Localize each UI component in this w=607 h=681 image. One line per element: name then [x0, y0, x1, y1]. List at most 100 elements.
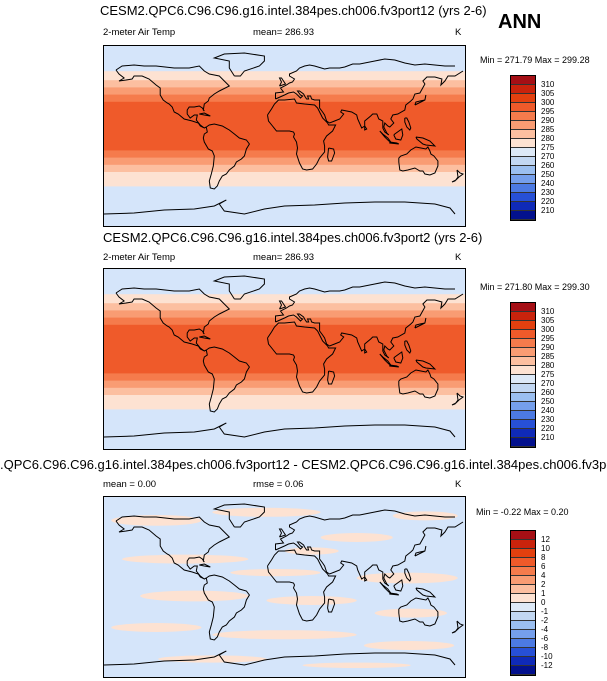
colorbar-tick-label: 210	[541, 206, 555, 215]
colorbar-swatch	[511, 321, 535, 330]
colorbar-tick-label: 280	[541, 134, 555, 143]
colorbar-tick-label: 285	[541, 352, 555, 361]
panel1-map	[103, 45, 466, 227]
colorbar-swatch	[511, 402, 535, 411]
colorbar-swatch	[511, 139, 535, 148]
panel2-map	[103, 268, 466, 450]
colorbar-swatch	[511, 375, 535, 384]
colorbar-tick-label: 295	[541, 334, 555, 343]
colorbar-swatch	[511, 76, 535, 85]
colorbar-swatch	[511, 531, 535, 540]
colorbar-tick-label: 2	[541, 580, 546, 589]
colorbar-tick-label: -4	[541, 625, 549, 634]
colorbar-swatch	[511, 303, 535, 312]
colorbar-swatch	[511, 175, 535, 184]
colorbar-swatch	[511, 576, 535, 585]
colorbar-tick-label: 270	[541, 152, 555, 161]
colorbar-swatch	[511, 94, 535, 103]
panel3-rmse-label: rmse = 0.06	[253, 479, 304, 490]
colorbar-swatch	[511, 393, 535, 402]
colorbar-swatch	[511, 148, 535, 157]
colorbar-tick-label: 285	[541, 125, 555, 134]
colorbar-tick-label: 220	[541, 197, 555, 206]
colorbar-swatch	[511, 612, 535, 621]
colorbar-swatch	[511, 348, 535, 357]
colorbar-tick-label: -1	[541, 607, 549, 616]
colorbar-tick-label: 310	[541, 307, 555, 316]
colorbar-swatch	[511, 594, 535, 603]
panel2-variable-label: 2-meter Air Temp	[103, 252, 176, 263]
colorbar-swatch	[511, 357, 535, 366]
panel1-units-label: K	[455, 27, 462, 38]
colorbar-swatch	[511, 657, 535, 666]
colorbar-swatch	[511, 648, 535, 657]
colorbar-tick-label: 6	[541, 562, 546, 571]
colorbar-tick-label: 250	[541, 170, 555, 179]
colorbar-swatch	[511, 420, 535, 429]
panel2-title: CESM2.QPC6.C96.C96.g16.intel.384pes.ch00…	[103, 230, 483, 245]
colorbar-swatch	[511, 585, 535, 594]
colorbar-swatch	[511, 366, 535, 375]
colorbar-swatch	[511, 429, 535, 438]
colorbar-tick-label: 290	[541, 343, 555, 352]
colorbar-tick-label: 0	[541, 598, 546, 607]
colorbar-tick-label: 10	[541, 544, 550, 553]
colorbar-swatch	[511, 166, 535, 175]
colorbar-tick-label: 240	[541, 406, 555, 415]
colorbar-tick-label: 275	[541, 370, 555, 379]
colorbar-swatch	[511, 157, 535, 166]
colorbar-tick-label: -6	[541, 634, 549, 643]
colorbar-tick-label: 300	[541, 325, 555, 334]
colorbar-tick-label: 250	[541, 397, 555, 406]
panel2-units-label: K	[455, 252, 462, 263]
colorbar-tick-label: 280	[541, 361, 555, 370]
colorbar-swatch	[511, 666, 535, 675]
colorbar-swatch	[511, 112, 535, 121]
colorbar-swatch	[511, 438, 535, 447]
colorbar-swatch	[511, 558, 535, 567]
colorbar-swatch	[511, 621, 535, 630]
colorbar-swatch	[511, 384, 535, 393]
colorbar-swatch	[511, 103, 535, 112]
panel3-colorbar: 12 10 8 6 4 2 1 0 -1 -2 -4 -6 -8 -10 -12	[510, 530, 553, 676]
colorbar-tick-label: 260	[541, 388, 555, 397]
panel3-units-label: K	[455, 479, 462, 490]
colorbar-swatch	[511, 549, 535, 558]
panel1-colorbar: 310 305 300 295 290 285 280 275 270 260 250 240 230 2…	[510, 75, 554, 221]
colorbar-tick-label: 260	[541, 161, 555, 170]
colorbar-swatch	[511, 211, 535, 220]
colorbar-tick-label: -2	[541, 616, 549, 625]
colorbar-swatch	[511, 603, 535, 612]
panel3-minmax: Min = -0.22 Max = 0.20	[476, 507, 569, 517]
panel2-colorbar: 310 305 300 295 290 285 280 275 270 260 250 240 230 2…	[510, 302, 554, 448]
colorbar-tick-label: -10	[541, 652, 553, 661]
panel2-minmax: Min = 271.80 Max = 299.30	[480, 282, 590, 292]
colorbar-tick-label: 310	[541, 80, 555, 89]
colorbar-swatch	[511, 85, 535, 94]
panel2-mean-label: mean= 286.93	[253, 252, 315, 263]
colorbar-tick-label: 270	[541, 379, 555, 388]
colorbar-tick-label: 210	[541, 433, 555, 442]
panel3-map	[103, 496, 466, 678]
panel3-mean-label: mean = 0.00	[103, 479, 157, 490]
colorbar-tick-label: 230	[541, 415, 555, 424]
colorbar-tick-label: 1	[541, 589, 546, 598]
colorbar-swatch	[511, 540, 535, 549]
colorbar-tick-label: 4	[541, 571, 546, 580]
colorbar-swatch	[511, 411, 535, 420]
colorbar-tick-label: 220	[541, 424, 555, 433]
colorbar-tick-label: 305	[541, 316, 555, 325]
colorbar-tick-label: 12	[541, 535, 550, 544]
colorbar-tick-label: 8	[541, 553, 546, 562]
colorbar-swatch	[511, 193, 535, 202]
colorbar-swatch	[511, 312, 535, 321]
colorbar-swatch	[511, 330, 535, 339]
season-label: ANN	[498, 11, 542, 33]
panel1-title: CESM2.QPC6.C96.C96.g16.intel.384pes.ch00…	[100, 3, 487, 18]
colorbar-tick-label: 290	[541, 116, 555, 125]
colorbar-swatch	[511, 339, 535, 348]
colorbar-tick-label: -12	[541, 661, 553, 670]
colorbar-tick-label: 295	[541, 107, 555, 116]
colorbar-swatch	[511, 639, 535, 648]
panel3-title: .QPC6.C96.C96.g16.intel.384pes.ch006.fv3…	[0, 457, 607, 472]
